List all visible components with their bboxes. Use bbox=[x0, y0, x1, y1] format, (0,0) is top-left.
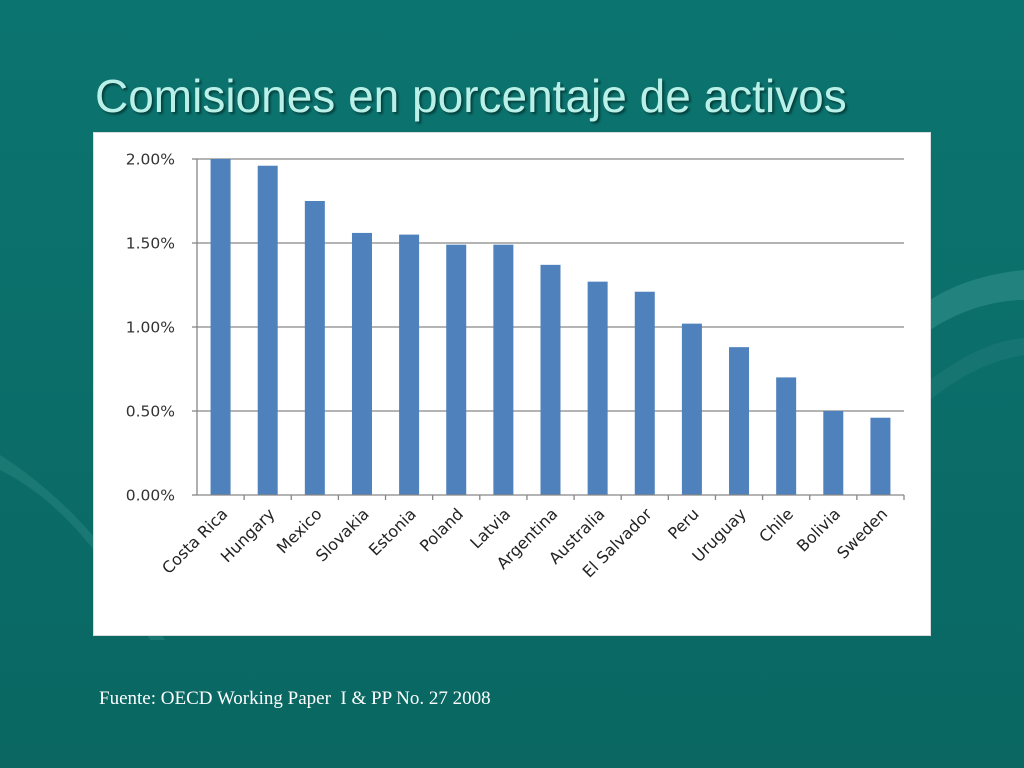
bar bbox=[210, 159, 231, 495]
bar bbox=[304, 201, 325, 495]
bar bbox=[729, 347, 750, 495]
x-category-label: Peru bbox=[664, 504, 703, 543]
bar bbox=[823, 411, 844, 495]
bar bbox=[540, 264, 561, 495]
bar bbox=[257, 165, 278, 495]
bar bbox=[634, 291, 655, 495]
y-tick-label: 2.00% bbox=[126, 151, 175, 169]
bar bbox=[587, 281, 608, 495]
bar bbox=[399, 234, 420, 495]
axes bbox=[192, 158, 905, 500]
y-tick-label: 0.50% bbox=[126, 403, 175, 421]
bar bbox=[351, 232, 372, 496]
y-tick-label: 1.50% bbox=[126, 235, 175, 253]
y-tick-label: 1.00% bbox=[126, 319, 175, 337]
x-category-label: Poland bbox=[416, 504, 467, 555]
x-category-label: Costa Rica bbox=[158, 504, 231, 577]
x-category-label: Estonia bbox=[365, 504, 420, 559]
bar bbox=[446, 244, 467, 495]
source-note: Fuente: OECD Working Paper I & PP No. 27… bbox=[99, 688, 491, 709]
x-category-label: Chile bbox=[755, 504, 797, 546]
bar-chart: 0.00%0.50%1.00%1.50%2.00%Costa RicaHunga… bbox=[126, 151, 905, 581]
y-tick-label: 0.00% bbox=[126, 487, 175, 505]
bars bbox=[210, 159, 891, 496]
slide-title: Comisiones en porcentaje de activos bbox=[95, 70, 847, 122]
bar bbox=[493, 244, 514, 495]
chart-panel: 0.00% 0.50% 1.00% 1.50% 2.00% Costa Rica Hunga… bbox=[94, 133, 930, 635]
bar bbox=[870, 417, 891, 495]
x-category-label: Sweden bbox=[833, 504, 891, 562]
bar bbox=[776, 377, 797, 495]
bar bbox=[681, 323, 702, 495]
